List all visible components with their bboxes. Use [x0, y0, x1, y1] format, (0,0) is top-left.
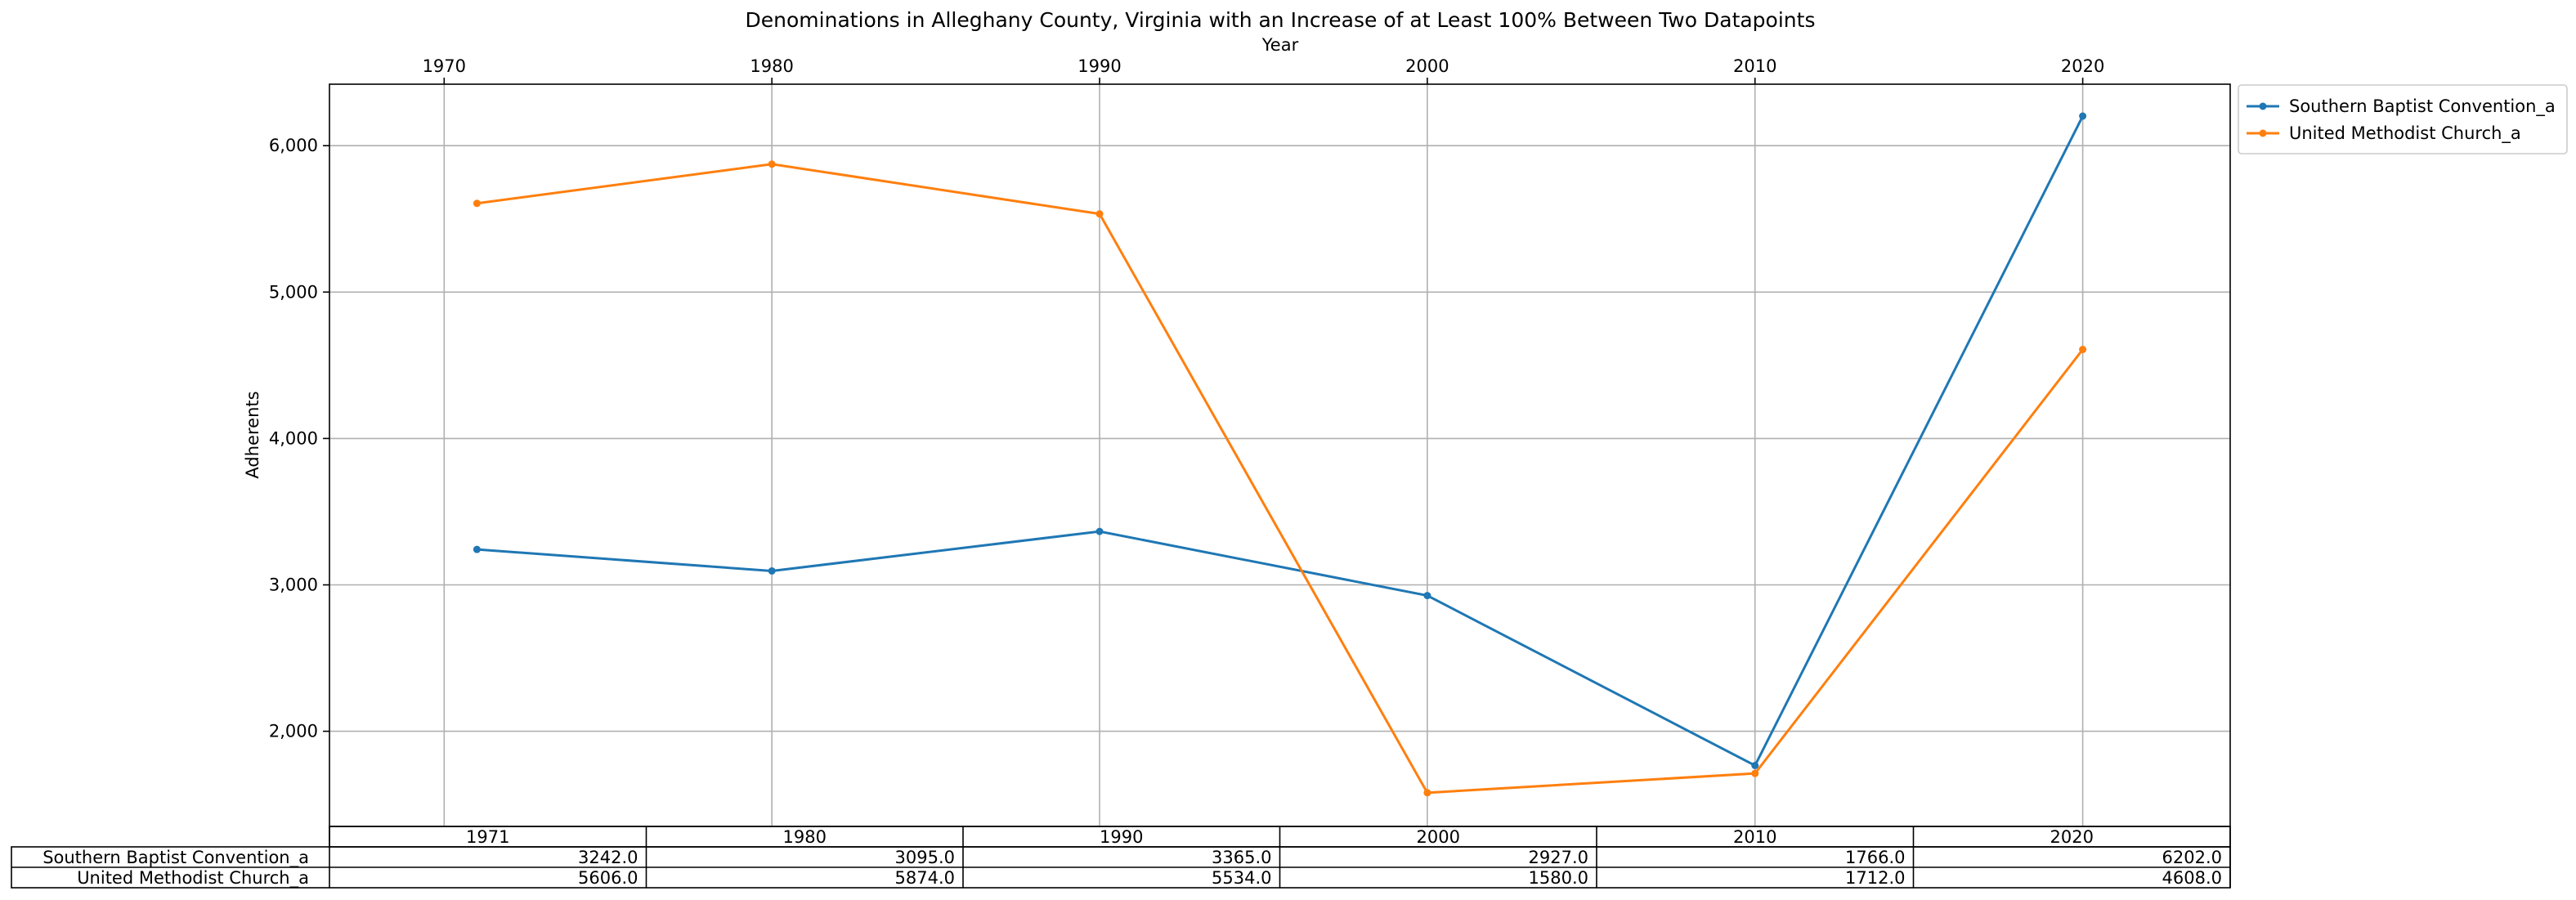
series-line-0 [477, 115, 2084, 768]
data-point [768, 566, 776, 575]
x-tick-label: 1970 [423, 56, 466, 76]
legend-label: Southern Baptist Convention_a [2289, 96, 2556, 117]
grid-lines [329, 84, 2230, 826]
x-axis-title: Year [1261, 35, 1299, 55]
y-axis-title: Adherents [243, 391, 262, 478]
x-tick-label: 2000 [1405, 56, 1449, 76]
table-cell: 4608.0 [2162, 868, 2222, 888]
data-point [1751, 769, 1759, 777]
table-cell: 1580.0 [1529, 868, 1588, 888]
table-cell: 3365.0 [1212, 848, 1271, 867]
data-point [473, 545, 481, 553]
table-column-header: 1971 [466, 827, 509, 847]
x-tick-label: 1980 [750, 56, 793, 76]
data-point [1095, 210, 1104, 218]
table-cell: 6202.0 [2162, 848, 2222, 867]
y-tick-label: 5,000 [269, 282, 318, 302]
table-cell: 1766.0 [1845, 848, 1905, 867]
legend-label: United Methodist Church_a [2289, 123, 2521, 144]
y-tick-label: 3,000 [269, 575, 318, 594]
table-cell: 3242.0 [578, 848, 638, 867]
chart-title: Denominations in Alleghany County, Virgi… [746, 8, 1816, 32]
data-table: 1971 1980 1990 2000 2010 2020 Southern Baptist… [11, 826, 2231, 889]
legend-box [2238, 84, 2568, 154]
data-point [1423, 789, 1431, 797]
table-cell: 5606.0 [578, 868, 638, 888]
legend-swatch-marker [2259, 129, 2267, 137]
data-point [1751, 761, 1759, 769]
data-point [473, 199, 481, 208]
y-tick-label: 2,000 [269, 722, 318, 741]
y-tick-label: 6,000 [269, 136, 318, 155]
data-point [1423, 592, 1431, 600]
legend-swatch-marker [2259, 102, 2267, 110]
axes: 1970 1980 1990 2000 2010 2020 2,000 3,000 4,000 5… [269, 56, 2231, 827]
table-column-header: 2010 [1733, 827, 1776, 847]
table-row-label: Southern Baptist Convention_a [43, 848, 309, 868]
series-lines [473, 112, 2087, 797]
data-point [1095, 527, 1104, 535]
table-column-header: 2020 [2050, 827, 2094, 847]
table-cell: 5874.0 [895, 868, 955, 888]
data-point [768, 160, 776, 168]
table-column-header: 2000 [1417, 827, 1460, 847]
series-line-1 [477, 163, 2084, 795]
table-column-header: 1980 [783, 827, 827, 847]
y-tick-label: 4,000 [269, 428, 318, 448]
table-cell: 5534.0 [1212, 868, 1271, 888]
data-point [2079, 346, 2087, 354]
table-cell: 2927.0 [1529, 848, 1588, 867]
table-cell: 3095.0 [895, 848, 955, 867]
table-column-header: 1990 [1100, 827, 1143, 847]
data-point [2079, 112, 2087, 120]
x-tick-label: 2020 [2061, 56, 2104, 76]
legend: Southern Baptist Convention_a United Meth… [2238, 84, 2568, 154]
table-row-label: United Methodist Church_a [77, 868, 309, 889]
plot-frame [329, 83, 2231, 827]
table-cell: 1712.0 [1845, 868, 1905, 888]
x-tick-label: 2010 [1733, 56, 1776, 76]
x-tick-label: 1990 [1077, 56, 1121, 76]
